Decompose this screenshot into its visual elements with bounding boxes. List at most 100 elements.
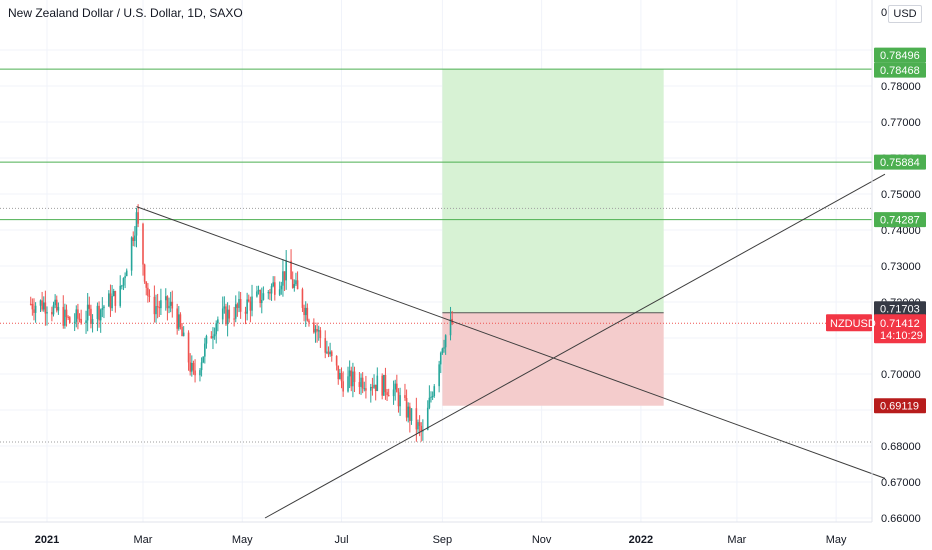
- candle[interactable]: [135, 207, 138, 248]
- candle[interactable]: [438, 360, 440, 393]
- candle[interactable]: [350, 366, 353, 392]
- candle[interactable]: [417, 419, 419, 434]
- candle[interactable]: [137, 204, 139, 228]
- candle[interactable]: [62, 295, 65, 329]
- candle[interactable]: [431, 391, 434, 401]
- candle[interactable]: [428, 385, 431, 410]
- candle[interactable]: [86, 293, 89, 332]
- candle[interactable]: [238, 291, 240, 313]
- candle[interactable]: [249, 296, 252, 323]
- candle[interactable]: [384, 367, 387, 400]
- candle[interactable]: [160, 288, 162, 316]
- candle[interactable]: [371, 377, 374, 396]
- candle[interactable]: [439, 351, 442, 374]
- candle[interactable]: [285, 250, 287, 290]
- candle[interactable]: [64, 303, 66, 329]
- candle[interactable]: [270, 283, 273, 301]
- candle[interactable]: [329, 342, 331, 357]
- candle[interactable]: [381, 373, 383, 400]
- profit-zone[interactable]: [442, 69, 664, 313]
- candle[interactable]: [112, 288, 115, 297]
- candle[interactable]: [326, 340, 328, 355]
- candle[interactable]: [44, 290, 47, 326]
- candle[interactable]: [77, 303, 79, 330]
- candle[interactable]: [156, 293, 159, 319]
- candle[interactable]: [51, 306, 53, 322]
- candle[interactable]: [426, 400, 429, 431]
- candle[interactable]: [337, 365, 340, 385]
- candle[interactable]: [234, 295, 237, 323]
- candle[interactable]: [340, 367, 343, 389]
- candle[interactable]: [33, 298, 35, 321]
- candle[interactable]: [353, 366, 356, 392]
- candle[interactable]: [317, 325, 320, 341]
- candle[interactable]: [365, 375, 367, 399]
- candle[interactable]: [164, 288, 167, 311]
- candle[interactable]: [251, 284, 253, 317]
- candle[interactable]: [73, 313, 76, 332]
- candle[interactable]: [409, 402, 411, 433]
- candle[interactable]: [143, 263, 146, 284]
- candle[interactable]: [303, 304, 305, 322]
- candle[interactable]: [91, 314, 94, 333]
- candle[interactable]: [34, 302, 37, 323]
- candle[interactable]: [132, 231, 135, 247]
- candle[interactable]: [352, 362, 354, 398]
- candle[interactable]: [155, 294, 157, 323]
- candle[interactable]: [383, 374, 385, 396]
- candle[interactable]: [316, 322, 318, 343]
- candle[interactable]: [394, 379, 397, 401]
- candle[interactable]: [361, 372, 364, 394]
- candle[interactable]: [282, 259, 284, 297]
- candle[interactable]: [212, 327, 214, 350]
- candle[interactable]: [205, 334, 208, 349]
- candle[interactable]: [103, 304, 105, 319]
- candle[interactable]: [134, 226, 136, 247]
- candle[interactable]: [441, 347, 444, 355]
- candle[interactable]: [98, 301, 100, 328]
- candle[interactable]: [142, 222, 144, 276]
- candle[interactable]: [57, 302, 60, 315]
- candle[interactable]: [273, 276, 276, 301]
- candle[interactable]: [153, 285, 156, 323]
- candle[interactable]: [360, 373, 362, 395]
- candle[interactable]: [31, 298, 34, 316]
- candle[interactable]: [130, 236, 133, 276]
- candle[interactable]: [223, 296, 226, 314]
- candle[interactable]: [68, 316, 71, 324]
- candle[interactable]: [215, 320, 218, 344]
- candle[interactable]: [396, 374, 398, 393]
- candle[interactable]: [192, 360, 195, 375]
- candle[interactable]: [187, 330, 190, 371]
- candle[interactable]: [293, 279, 296, 292]
- candle[interactable]: [246, 292, 248, 321]
- candle[interactable]: [324, 330, 327, 359]
- candle[interactable]: [272, 276, 274, 288]
- candle[interactable]: [228, 305, 231, 323]
- candle[interactable]: [200, 357, 203, 377]
- candle[interactable]: [41, 291, 43, 312]
- candle[interactable]: [119, 275, 122, 308]
- candle[interactable]: [358, 371, 361, 395]
- price-label-target-upper[interactable]: 0.78496: [874, 47, 926, 63]
- candle[interactable]: [342, 371, 344, 397]
- candle[interactable]: [327, 346, 330, 358]
- candle[interactable]: [124, 272, 126, 289]
- candle[interactable]: [176, 303, 178, 335]
- candle[interactable]: [319, 327, 322, 348]
- candle[interactable]: [404, 383, 406, 401]
- candle[interactable]: [260, 287, 263, 314]
- candle[interactable]: [407, 402, 410, 423]
- candle[interactable]: [405, 389, 408, 422]
- candle[interactable]: [75, 305, 78, 328]
- candle[interactable]: [244, 306, 247, 325]
- candle[interactable]: [145, 281, 148, 296]
- candle[interactable]: [96, 302, 99, 332]
- candle[interactable]: [111, 285, 113, 312]
- candle[interactable]: [42, 296, 45, 312]
- candle[interactable]: [301, 287, 304, 313]
- candle[interactable]: [269, 288, 271, 301]
- candle[interactable]: [168, 297, 170, 314]
- candle[interactable]: [99, 308, 102, 333]
- candle[interactable]: [65, 304, 68, 327]
